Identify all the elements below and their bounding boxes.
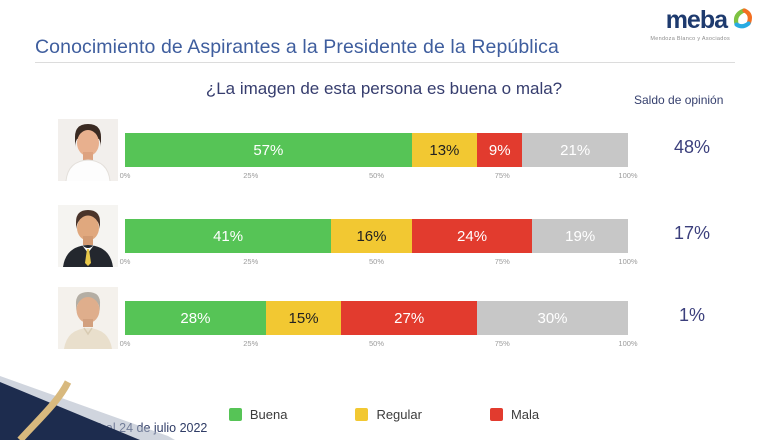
legend-item-regular: Regular [355, 407, 422, 422]
stacked-bar-candidate-3: 28% 15% 27% 30% 0% 25% 50% 75% 100% [120, 301, 638, 348]
bar-segment-mala: 27% [341, 301, 478, 335]
candidate-row: 28% 15% 27% 30% 0% 25% 50% 75% 100% 1% [58, 286, 738, 350]
tick-label: 100% [618, 171, 638, 180]
tick-label: 25% [243, 171, 259, 180]
avatar-candidate-2 [58, 205, 118, 267]
candidate-row: 57% 13% 9% 21% 0% 25% 50% 75% 100% 48% [58, 118, 738, 182]
legend-label: Buena [249, 407, 288, 422]
tick-label: 75% [494, 257, 510, 266]
saldo-value: 17% [673, 222, 711, 243]
avatar-candidate-1 [58, 119, 118, 181]
bar-segment-mala: 24% [411, 219, 533, 253]
title-divider [35, 62, 735, 63]
bar-segment-regular: 13% [411, 133, 478, 167]
bar-segment-regular: 16% [331, 219, 412, 253]
chart-legend: Buena Regular Mala [0, 407, 768, 422]
bar-segment-gray: 19% [532, 219, 628, 253]
legend-swatch-buena [228, 408, 242, 421]
meba-logo: meba Mendoza Blanco y Asociados [650, 6, 754, 42]
x-axis-ticks: 0% 25% 50% 75% 100% [120, 171, 638, 181]
tick-label: 50% [368, 257, 385, 266]
bar-segment-gray: 21% [522, 133, 628, 167]
tick-label: 0% [119, 339, 131, 348]
x-axis-ticks: 0% 25% 50% 75% 100% [120, 339, 638, 349]
bar-segment-buena: 57% [125, 133, 412, 167]
logo-swirl-icon [730, 6, 754, 35]
survey-date-caption: Nacional – 22 al 24 de julio 2022 [26, 421, 208, 435]
legend-label: Regular [376, 407, 422, 422]
tick-label: 0% [119, 171, 131, 180]
tick-label: 75% [494, 339, 510, 348]
legend-label: Mala [510, 407, 540, 422]
chart-question: ¿La imagen de esta persona es buena o ma… [205, 79, 563, 98]
x-axis-ticks: 0% 25% 50% 75% 100% [120, 257, 638, 267]
legend-item-mala: Mala [489, 407, 540, 422]
tick-label: 100% [618, 257, 638, 266]
bar-segment-buena: 41% [125, 219, 332, 253]
legend-swatch-mala [489, 408, 503, 421]
stacked-bar-candidate-2: 41% 16% 24% 19% 0% 25% 50% 75% 100% [120, 219, 638, 266]
avatar-candidate-3 [58, 287, 118, 349]
logo-tagline: Mendoza Blanco y Asociados [650, 36, 730, 42]
candidate-row: 41% 16% 24% 19% 0% 25% 50% 75% 100% 17% [58, 204, 738, 268]
legend-swatch-regular [355, 408, 369, 421]
tick-label: 50% [368, 171, 385, 180]
bar-segment-regular: 15% [265, 301, 342, 335]
bar-segment-gray: 30% [477, 301, 628, 335]
chart-rows: 57% 13% 9% 21% 0% 25% 50% 75% 100% 48% [58, 118, 738, 372]
saldo-value: 1% [678, 304, 705, 325]
stacked-bar-candidate-1: 57% 13% 9% 21% 0% 25% 50% 75% 100% [120, 133, 638, 180]
tick-label: 25% [243, 339, 259, 348]
tick-label: 50% [368, 339, 385, 348]
page-title: Conocimiento de Aspirantes a la Presiden… [35, 36, 559, 58]
tick-label: 100% [618, 339, 638, 348]
saldo-column-header: Saldo de opinión [634, 93, 724, 107]
bar-segment-mala: 9% [477, 133, 523, 167]
bar-segment-buena: 28% [125, 301, 266, 335]
tick-label: 25% [243, 257, 259, 266]
logo-wordmark: meba [665, 6, 728, 34]
legend-item-buena: Buena [228, 407, 288, 422]
tick-label: 75% [494, 171, 510, 180]
saldo-value: 48% [673, 136, 711, 157]
tick-label: 0% [119, 257, 131, 266]
